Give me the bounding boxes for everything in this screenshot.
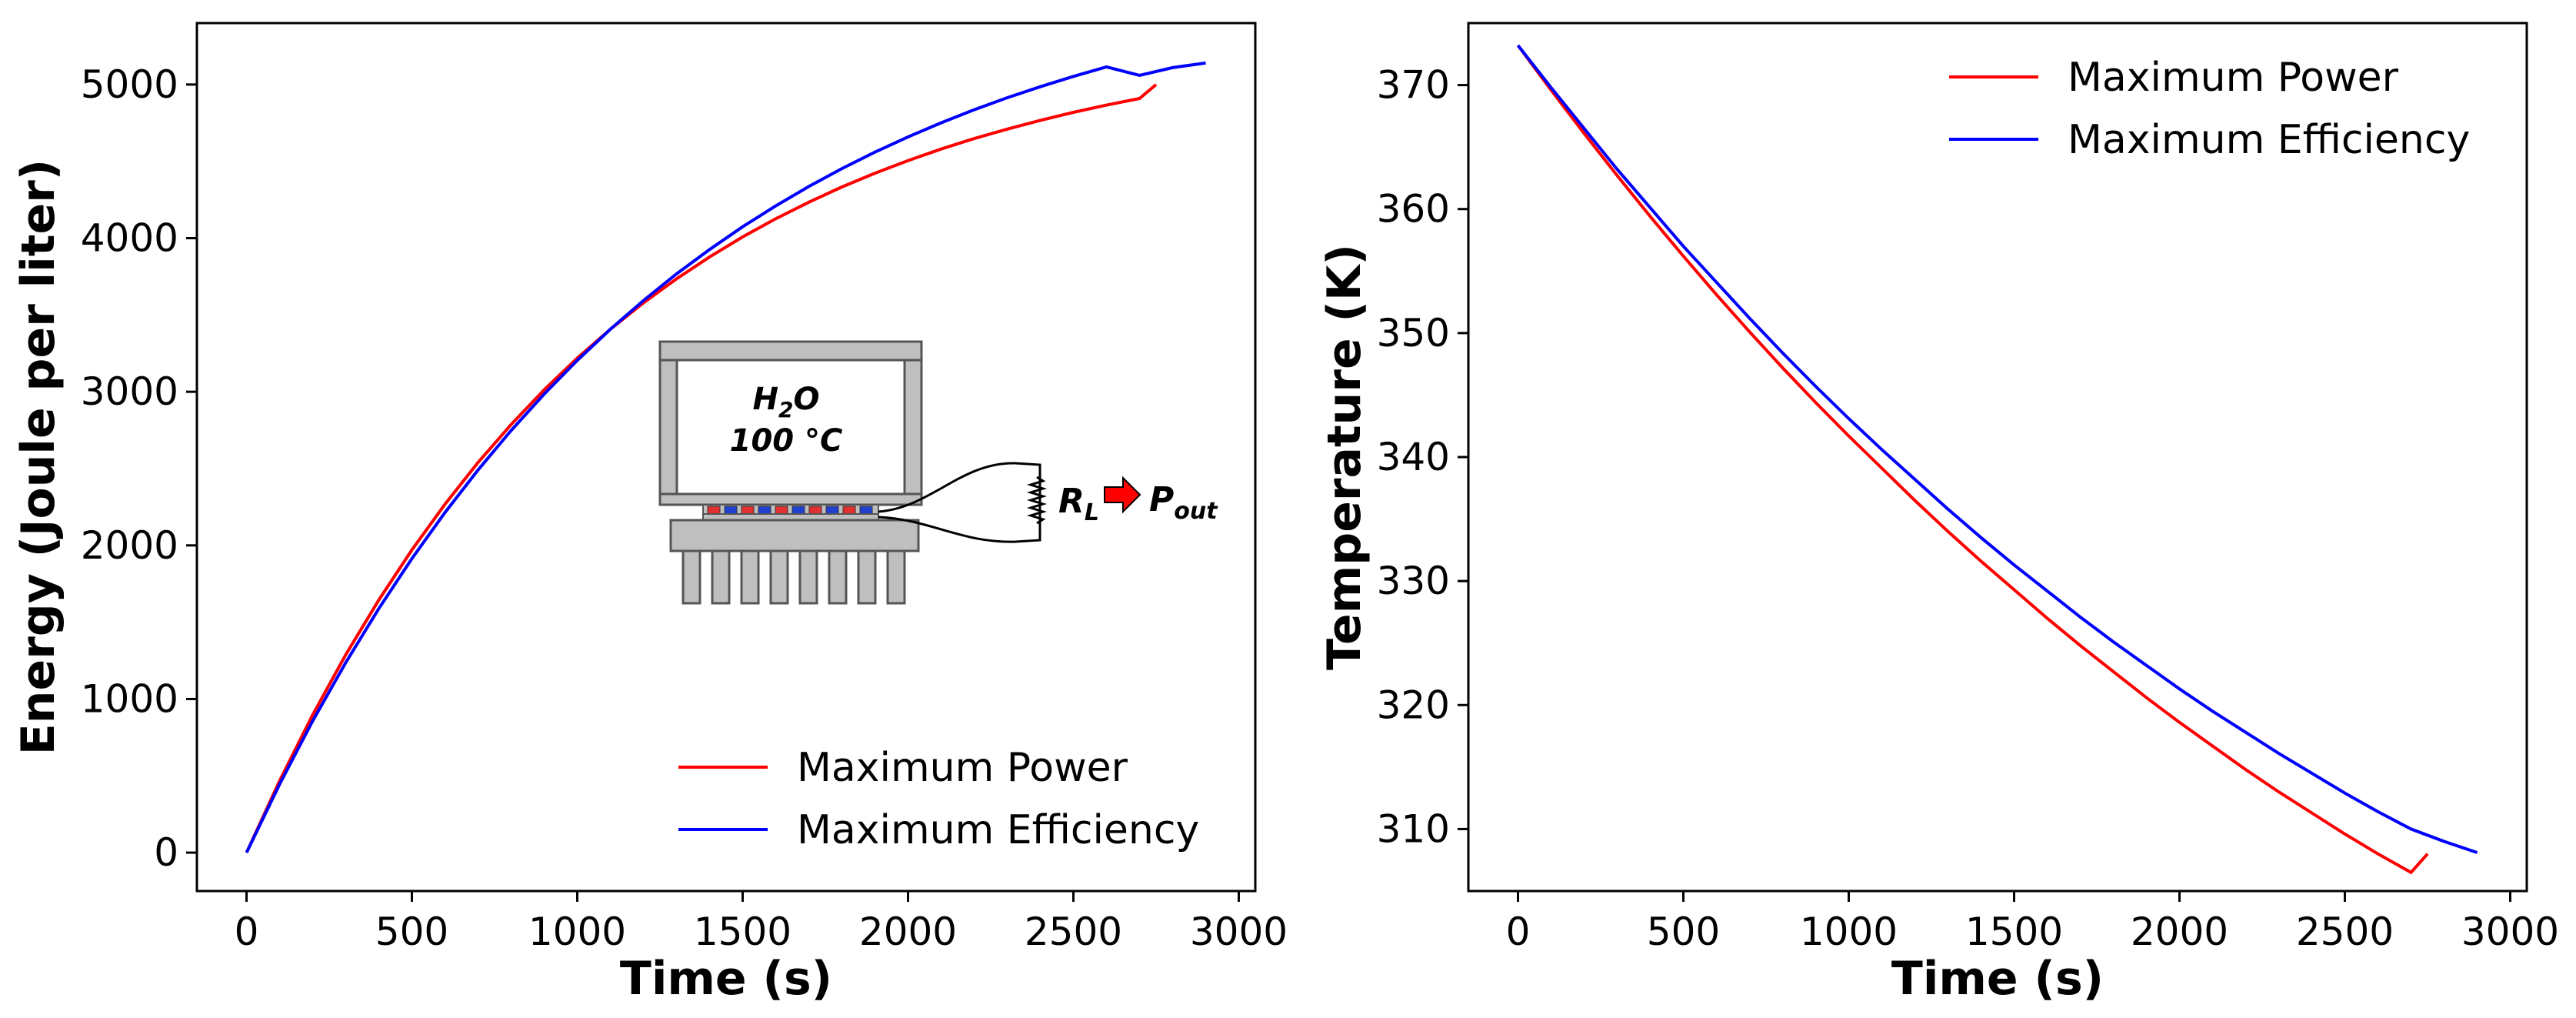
energy-plot-frame xyxy=(195,22,1257,893)
energy-x-tick-label: 0 xyxy=(235,910,259,954)
temperature-legend: Maximum Power Maximum Efficiency xyxy=(1949,55,2470,163)
temperature-y-tick-label: 320 xyxy=(1377,683,1450,727)
heat-sink-fin xyxy=(798,549,818,605)
energy-y-tick-label: 4000 xyxy=(81,216,178,261)
temperature-x-tick-label: 500 xyxy=(1647,910,1720,954)
temperature-x-axis-label: Time (s) xyxy=(1891,952,2104,1006)
load-resistor-icon xyxy=(1026,476,1048,525)
temperature-y-tick-label: 370 xyxy=(1377,63,1450,108)
temperature-legend-label-efficiency: Maximum Efficiency xyxy=(2068,117,2470,163)
temperature-chart: 0 500 1000 1500 2000 2500 3000 310 320 330 340 350… xyxy=(1318,22,2559,1006)
heat-sink-fin xyxy=(769,549,789,605)
vessel-left-wall xyxy=(658,359,678,500)
energy-x-tick-label: 3000 xyxy=(1190,910,1288,954)
power-output-arrow-icon xyxy=(1104,476,1141,514)
temperature-series-line-max-efficiency xyxy=(1516,44,2478,854)
temperature-x-tick-label: 1000 xyxy=(1800,910,1898,954)
heat-sink-fin xyxy=(886,549,906,605)
energy-y-tick-label: 2000 xyxy=(81,523,178,568)
temperature-y-tick-label: 350 xyxy=(1377,311,1450,355)
energy-series-group xyxy=(245,61,1206,853)
power-output-label: Pout xyxy=(1149,480,1218,525)
load-wires xyxy=(878,462,1041,543)
energy-y-ticks: 0 1000 2000 3000 4000 5000 xyxy=(81,62,197,875)
temperature-x-tick-label: 2000 xyxy=(2131,910,2228,954)
heat-sink-fin xyxy=(711,549,731,605)
energy-y-tick-label: 1000 xyxy=(81,676,178,721)
energy-x-tick-label: 2000 xyxy=(859,910,957,954)
energy-y-tick-label: 0 xyxy=(154,830,178,875)
energy-x-ticks: 0 500 1000 1500 2000 2500 3000 xyxy=(235,891,1288,954)
load-resistance-label: RL xyxy=(1058,482,1099,526)
vessel-lid xyxy=(658,340,923,362)
energy-x-tick-label: 1000 xyxy=(528,910,626,954)
device-schematic: H2O 100 °C RL Pout xyxy=(658,340,1218,605)
temperature-x-tick-label: 0 xyxy=(1506,910,1531,954)
temperature-x-tick-label: 2500 xyxy=(2296,910,2394,954)
temperature-y-tick-label: 340 xyxy=(1377,435,1450,479)
energy-y-tick-label: 5000 xyxy=(81,62,178,107)
energy-series-line-max-power xyxy=(245,83,1158,853)
temperature-label: 100 °C xyxy=(730,423,843,459)
energy-y-axis-label: Energy (Joule per liter) xyxy=(12,159,65,755)
heat-sink-fin xyxy=(828,549,848,605)
heat-sink-base xyxy=(669,519,920,552)
liquid-label: H2O xyxy=(753,382,820,422)
energy-legend: Maximum Power Maximum Efficiency xyxy=(678,745,1199,853)
energy-x-tick-label: 1500 xyxy=(694,910,791,954)
temperature-x-tick-label: 3000 xyxy=(2461,910,2559,954)
energy-legend-label-efficiency: Maximum Efficiency xyxy=(797,807,1199,853)
temperature-y-tick-label: 310 xyxy=(1377,806,1450,851)
heat-sink-fin xyxy=(857,549,877,605)
temperature-series-line-max-power xyxy=(1516,44,2429,875)
vessel-bottom xyxy=(658,492,923,506)
energy-y-tick-label: 3000 xyxy=(81,369,178,414)
temperature-y-axis-label: Temperature (K) xyxy=(1318,244,1371,670)
heat-sink-fin xyxy=(740,549,760,605)
heat-sink-fins xyxy=(681,549,906,605)
temperature-x-tick-label: 1500 xyxy=(1965,910,2063,954)
energy-x-tick-label: 500 xyxy=(375,910,448,954)
energy-x-axis-label: Time (s) xyxy=(620,952,832,1006)
vessel-right-wall xyxy=(903,359,923,500)
temperature-y-ticks: 310 320 330 340 350 360 370 xyxy=(1377,63,1468,851)
heat-sink-fin xyxy=(681,549,701,605)
energy-legend-label-power: Maximum Power xyxy=(797,745,1128,791)
temperature-x-ticks: 0 500 1000 1500 2000 2500 3000 xyxy=(1506,891,2559,954)
temperature-y-tick-label: 360 xyxy=(1377,187,1450,232)
temperature-y-tick-label: 330 xyxy=(1377,559,1450,603)
temperature-legend-label-power: Maximum Power xyxy=(2068,55,2399,101)
temperature-series-group xyxy=(1516,44,2478,875)
energy-x-tick-label: 2500 xyxy=(1025,910,1122,954)
energy-series-line-max-efficiency xyxy=(245,61,1206,853)
energy-chart: 0 500 1000 1500 2000 2500 3000 0 1000 2000 3000 40… xyxy=(12,22,1288,1006)
